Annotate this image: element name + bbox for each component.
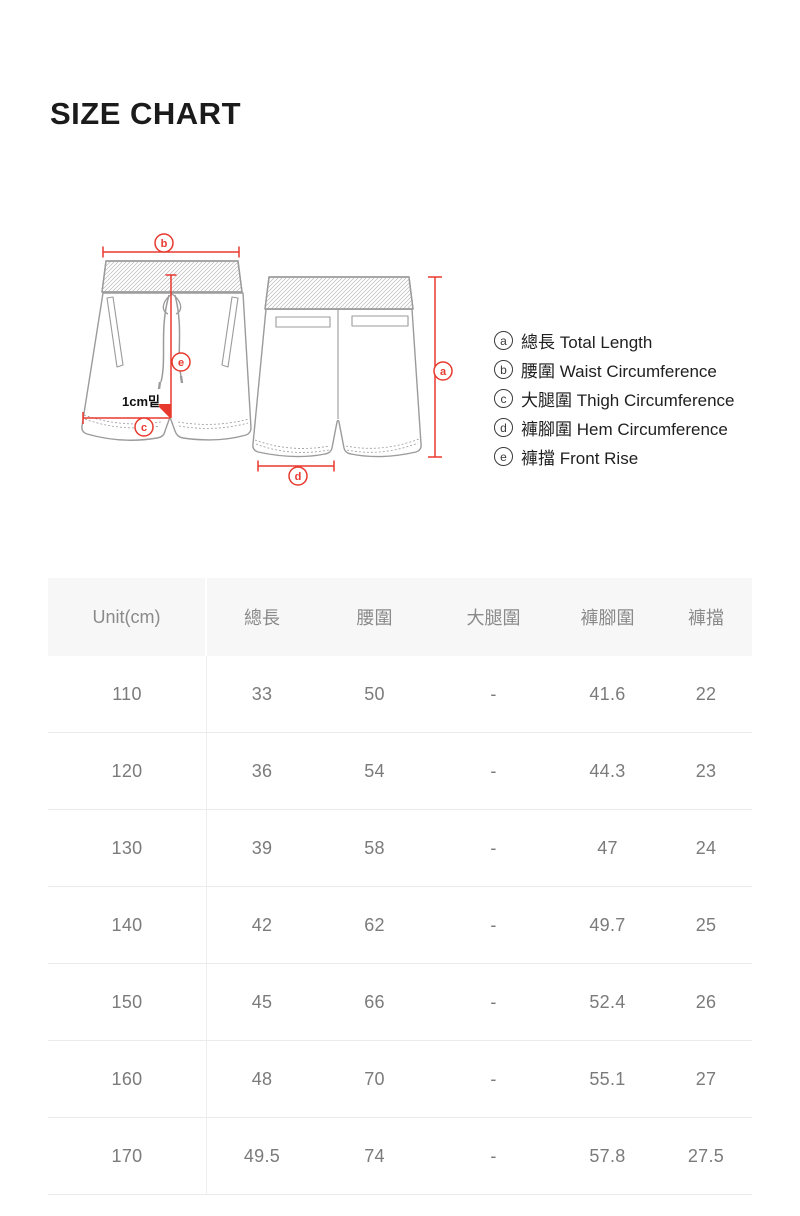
header-front-rise: 褲擋 (688, 608, 724, 628)
legend-item-thigh: c 大腿圍 Thigh Circumference (494, 384, 735, 413)
values-group: 33 50 - 41.6 22 (207, 656, 752, 732)
table-row: 120 36 54 - 44.3 23 (48, 733, 752, 810)
table-row: 130 39 58 - 47 24 (48, 810, 752, 887)
legend-circle-d: d (494, 418, 513, 437)
size-cell: 120 (48, 733, 207, 809)
value-cell: - (490, 991, 497, 1012)
header-thigh: 大腿圍 (466, 608, 521, 628)
header-divider (205, 578, 207, 656)
value-cell: - (490, 1068, 497, 1089)
value-cell: 25 (695, 914, 717, 935)
value-cell: 74 (364, 1145, 385, 1166)
value-cell: 36 (251, 760, 273, 781)
page-title: SIZE CHART (50, 96, 241, 131)
value-cell: 54 (364, 760, 385, 781)
value-cell: 27 (695, 1068, 717, 1089)
legend-item-waist: b 腰圍 Waist Circumference (494, 355, 735, 384)
values-group: 39 58 - 47 24 (207, 810, 752, 886)
marker-b: b (161, 238, 168, 250)
header-waist: 腰圍 (356, 608, 393, 628)
value-cell: 44.3 (589, 760, 626, 781)
back-shorts-illustration (252, 276, 422, 458)
value-cell: 27.5 (687, 1145, 725, 1166)
value-cell: 70 (364, 1068, 385, 1089)
table-row: 170 49.5 74 - 57.8 27.5 (48, 1118, 752, 1195)
note-1cm-label: 1cm밑 (122, 394, 160, 409)
table-row: 110 33 50 - 41.6 22 (48, 656, 752, 733)
value-cell: 49.5 (243, 1145, 281, 1166)
value-cell: 22 (695, 683, 717, 704)
values-group: 42 62 - 49.7 25 (207, 887, 752, 963)
size-cell: 150 (48, 964, 207, 1040)
legend-item-total-length: a 總長 Total Length (494, 326, 735, 355)
value-cell: 52.4 (589, 991, 626, 1012)
size-cell: 140 (48, 887, 207, 963)
value-cell: 42 (251, 914, 273, 935)
value-cell: 57.8 (589, 1145, 626, 1166)
size-cell: 110 (48, 656, 207, 732)
value-cell: 58 (364, 837, 385, 858)
value-cell: 24 (695, 837, 717, 858)
value-cell: - (490, 1145, 497, 1166)
value-cell: - (490, 837, 497, 858)
measurement-legend: a 總長 Total Length b 腰圍 Waist Circumferen… (494, 326, 735, 471)
values-group: 48 70 - 55.1 27 (207, 1041, 752, 1117)
value-cell: 50 (364, 683, 385, 704)
value-cell: 33 (251, 683, 273, 704)
value-cell: - (490, 683, 497, 704)
dimension-lines (82, 246, 442, 472)
value-cell: 47 (597, 837, 618, 858)
value-cell: 48 (251, 1068, 273, 1089)
header-unit: Unit(cm) (48, 578, 205, 656)
legend-circle-b: b (494, 360, 513, 379)
value-cell: 23 (695, 760, 717, 781)
size-cell: 170 (48, 1118, 207, 1194)
legend-label: 褲腳圍 Hem Circumference (521, 420, 728, 439)
values-group: 49.5 74 - 57.8 27.5 (207, 1118, 752, 1194)
legend-item-hem: d 褲腳圍 Hem Circumference (494, 413, 735, 442)
marker-circles: b e c a d (134, 233, 453, 486)
values-group: 45 66 - 52.4 26 (207, 964, 752, 1040)
value-cell: - (490, 914, 497, 935)
value-cell: 49.7 (589, 914, 626, 935)
legend-label: 大腿圍 Thigh Circumference (521, 391, 735, 410)
legend-label: 腰圍 Waist Circumference (521, 362, 717, 381)
value-cell: 45 (251, 991, 273, 1012)
legend-circle-c: c (494, 389, 513, 408)
legend-label: 褲擋 Front Rise (521, 449, 639, 468)
legend-circle-a: a (494, 331, 513, 350)
legend-item-front-rise: e 褲擋 Front Rise (494, 442, 735, 471)
value-cell: - (490, 760, 497, 781)
marker-d: d (295, 471, 302, 483)
value-cell: 39 (251, 837, 273, 858)
values-group: 36 54 - 44.3 23 (207, 733, 752, 809)
table-row: 160 48 70 - 55.1 27 (48, 1041, 752, 1118)
legend-label: 總長 Total Length (521, 333, 653, 352)
marker-e: e (178, 357, 184, 369)
table-row: 140 42 62 - 49.7 25 (48, 887, 752, 964)
value-cell: 41.6 (589, 683, 626, 704)
value-cell: 66 (364, 991, 385, 1012)
marker-c: c (141, 422, 147, 434)
size-cell: 130 (48, 810, 207, 886)
size-cell: 160 (48, 1041, 207, 1117)
legend-circle-e: e (494, 447, 513, 466)
header-total-length: 總長 (244, 608, 280, 628)
marker-a: a (440, 366, 447, 378)
header-measures: 總長 腰圍 大腿圍 褲腳圍 褲擋 (207, 578, 752, 656)
table-header-row: Unit(cm) 總長 腰圍 大腿圍 褲腳圍 褲擋 (48, 578, 752, 656)
value-cell: 62 (364, 914, 385, 935)
shorts-measurement-diagram: 1cm밑 b e c a d (81, 233, 453, 486)
value-cell: 26 (695, 991, 717, 1012)
table-row: 150 45 66 - 52.4 26 (48, 964, 752, 1041)
front-shorts-illustration (81, 260, 252, 441)
size-table: Unit(cm) 總長 腰圍 大腿圍 褲腳圍 褲擋 110 33 50 - 41… (48, 578, 752, 1195)
value-cell: 55.1 (589, 1068, 626, 1089)
header-hem: 褲腳圍 (580, 608, 635, 628)
